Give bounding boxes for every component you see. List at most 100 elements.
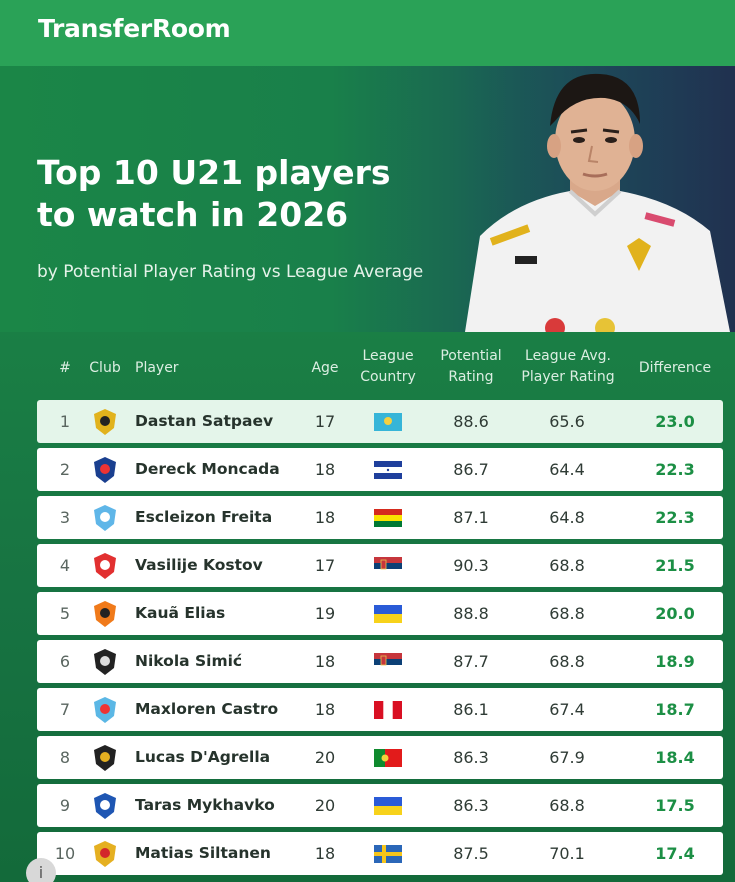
row-difference: 18.4 bbox=[655, 748, 695, 767]
header-club: Club bbox=[89, 360, 121, 376]
row-difference: 17.4 bbox=[655, 844, 695, 863]
club-crest-icon bbox=[94, 457, 116, 483]
header-league-avg: League Avg. Player Rating bbox=[515, 346, 621, 388]
row-rank: 10 bbox=[54, 844, 76, 863]
row-age: 20 bbox=[314, 796, 336, 815]
row-rank: 6 bbox=[59, 652, 71, 671]
sweden-flag-icon bbox=[374, 845, 402, 863]
club-crest-icon bbox=[94, 409, 116, 435]
table-row[interactable]: 3 Escleizon Freita 18 87.1 64.8 22.3 bbox=[37, 496, 723, 539]
row-age: 18 bbox=[314, 700, 336, 719]
brand-bar: TransferRoom bbox=[0, 0, 735, 66]
table-row[interactable]: 9 Taras Mykhavko 20 86.3 68.8 17.5 bbox=[37, 784, 723, 827]
ranking-table: # Club Player Age League Country Potenti… bbox=[37, 340, 723, 882]
row-potential-rating: 88.8 bbox=[453, 604, 489, 623]
header-potential: Potential Rating bbox=[432, 346, 510, 388]
table-row[interactable]: 5 Kauã Elias 19 88.8 68.8 20.0 bbox=[37, 592, 723, 635]
table-header: # Club Player Age League Country Potenti… bbox=[37, 340, 723, 398]
row-player-name[interactable]: Maxloren Castro bbox=[135, 700, 279, 718]
row-potential-rating: 87.1 bbox=[453, 508, 489, 527]
row-player-name[interactable]: Nikola Simić bbox=[135, 652, 243, 670]
row-league-avg-rating: 67.9 bbox=[549, 748, 585, 767]
row-rank: 9 bbox=[59, 796, 71, 815]
club-crest-icon bbox=[94, 793, 116, 819]
row-potential-rating: 87.5 bbox=[453, 844, 489, 863]
hero-title: Top 10 U21 players to watch in 2026 bbox=[37, 152, 457, 236]
row-rank: 1 bbox=[59, 412, 71, 431]
row-rank: 2 bbox=[59, 460, 71, 479]
row-difference: 21.5 bbox=[655, 556, 695, 575]
header-league-avg-line1: League Avg. bbox=[525, 348, 611, 364]
row-age: 20 bbox=[314, 748, 336, 767]
club-crest-icon bbox=[94, 553, 116, 579]
row-rank: 4 bbox=[59, 556, 71, 575]
row-player-name[interactable]: Dereck Moncada bbox=[135, 460, 280, 478]
row-difference: 22.3 bbox=[655, 460, 695, 479]
table-row[interactable]: 1 Dastan Satpaev 17 88.6 65.6 23.0 bbox=[37, 400, 723, 443]
row-difference: 18.7 bbox=[655, 700, 695, 719]
row-league-avg-rating: 65.6 bbox=[549, 412, 585, 431]
row-difference: 22.3 bbox=[655, 508, 695, 527]
bolivia-flag-icon bbox=[374, 509, 402, 527]
header-age: Age bbox=[311, 360, 339, 376]
row-difference: 18.9 bbox=[655, 652, 695, 671]
row-potential-rating: 86.3 bbox=[453, 796, 489, 815]
header-league-avg-line2: Player Rating bbox=[521, 369, 615, 385]
header-potential-line1: Potential bbox=[440, 348, 502, 364]
row-rank: 8 bbox=[59, 748, 71, 767]
ukraine-flag-icon bbox=[374, 605, 402, 623]
honduras-flag-icon bbox=[374, 461, 402, 479]
row-age: 17 bbox=[314, 556, 336, 575]
row-potential-rating: 88.6 bbox=[453, 412, 489, 431]
table-row[interactable]: 6 Nikola Simić 18 87.7 68.8 18.9 bbox=[37, 640, 723, 683]
club-crest-icon bbox=[94, 649, 116, 675]
club-crest-icon bbox=[94, 745, 116, 771]
table-row[interactable]: 4 Vasilije Kostov 17 90.3 68.8 21.5 bbox=[37, 544, 723, 587]
row-league-avg-rating: 64.8 bbox=[549, 508, 585, 527]
table-row[interactable]: 7 Maxloren Castro 18 86.1 67.4 18.7 bbox=[37, 688, 723, 731]
ukraine-flag-icon bbox=[374, 797, 402, 815]
row-league-avg-rating: 68.8 bbox=[549, 796, 585, 815]
row-potential-rating: 87.7 bbox=[453, 652, 489, 671]
row-rank: 5 bbox=[59, 604, 71, 623]
row-player-name[interactable]: Matias Siltanen bbox=[135, 844, 271, 862]
info-icon[interactable]: i bbox=[26, 858, 56, 882]
club-crest-icon bbox=[94, 505, 116, 531]
header-rank: # bbox=[59, 360, 71, 376]
row-difference: 20.0 bbox=[655, 604, 695, 623]
row-player-name[interactable]: Lucas D'Agrella bbox=[135, 748, 271, 766]
club-crest-icon bbox=[94, 841, 116, 867]
row-age: 18 bbox=[314, 652, 336, 671]
row-rank: 7 bbox=[59, 700, 71, 719]
row-player-name[interactable]: Taras Mykhavko bbox=[135, 796, 275, 814]
header-player: Player bbox=[135, 360, 179, 376]
row-league-avg-rating: 64.4 bbox=[549, 460, 585, 479]
club-crest-icon bbox=[94, 697, 116, 723]
table-row[interactable]: 10 Matias Siltanen 18 87.5 70.1 17.4 bbox=[37, 832, 723, 875]
row-player-name[interactable]: Escleizon Freita bbox=[135, 508, 273, 526]
row-league-avg-rating: 68.8 bbox=[549, 652, 585, 671]
header-league-country-line1: League bbox=[362, 348, 414, 364]
hero-banner: Top 10 U21 players to watch in 2026 by P… bbox=[0, 66, 735, 332]
table-row[interactable]: 2 Dereck Moncada 18 86.7 64.4 22.3 bbox=[37, 448, 723, 491]
header-potential-line2: Rating bbox=[448, 369, 494, 385]
header-league-country-line2: Country bbox=[360, 369, 416, 385]
row-potential-rating: 86.3 bbox=[453, 748, 489, 767]
row-player-name[interactable]: Dastan Satpaev bbox=[135, 412, 274, 430]
row-age: 18 bbox=[314, 460, 336, 479]
row-potential-rating: 86.1 bbox=[453, 700, 489, 719]
row-league-avg-rating: 68.8 bbox=[549, 556, 585, 575]
row-potential-rating: 86.7 bbox=[453, 460, 489, 479]
row-age: 18 bbox=[314, 844, 336, 863]
row-age: 18 bbox=[314, 508, 336, 527]
row-player-name[interactable]: Kauã Elias bbox=[135, 604, 226, 622]
row-league-avg-rating: 68.8 bbox=[549, 604, 585, 623]
table-row[interactable]: 8 Lucas D'Agrella 20 86.3 67.9 18.4 bbox=[37, 736, 723, 779]
serbia-flag-icon bbox=[374, 653, 402, 671]
portugal-flag-icon bbox=[374, 749, 402, 767]
header-difference: Difference bbox=[638, 360, 712, 376]
club-crest-icon bbox=[94, 601, 116, 627]
row-league-avg-rating: 67.4 bbox=[549, 700, 585, 719]
row-player-name[interactable]: Vasilije Kostov bbox=[135, 556, 263, 574]
